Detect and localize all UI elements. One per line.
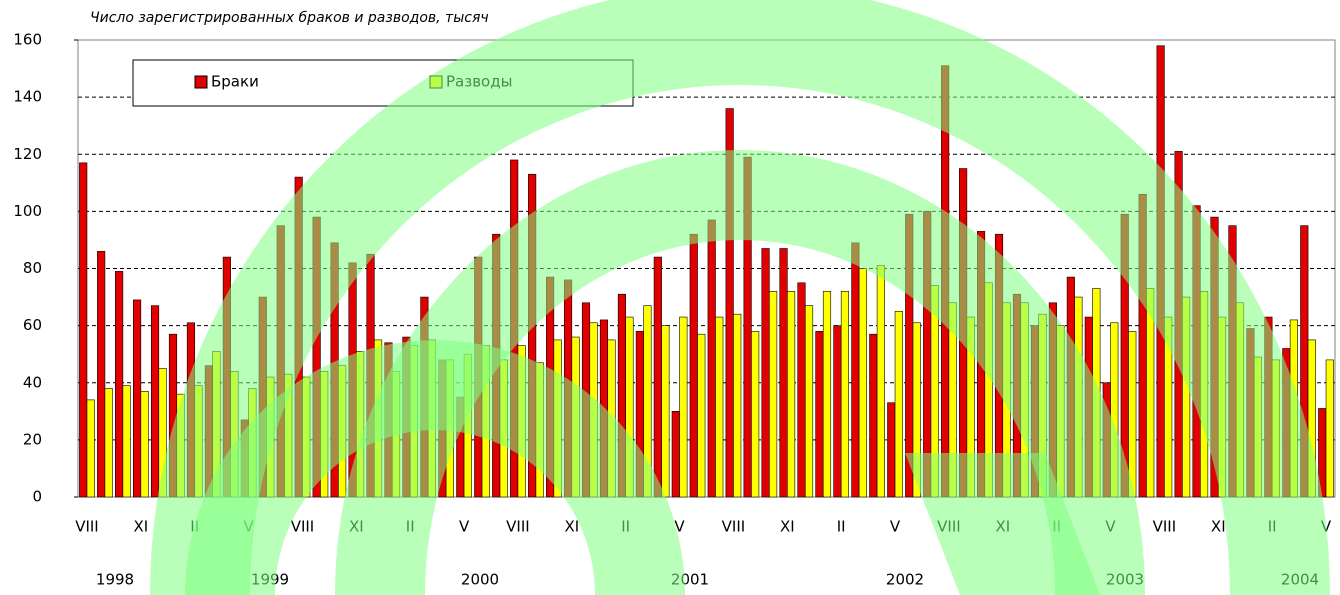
bar (804, 305, 814, 498)
bar (86, 399, 95, 498)
bar (1128, 331, 1137, 498)
bar (858, 268, 867, 498)
y-tick-label: 40 (23, 373, 42, 391)
bar (707, 219, 716, 498)
watermark (905, 453, 1100, 595)
bar (79, 162, 88, 498)
x-tick-label: II (837, 518, 846, 536)
bar (715, 316, 724, 498)
year-label: 2000 (461, 571, 499, 589)
x-tick-label: XI (780, 518, 795, 536)
bar (97, 251, 106, 498)
y-tick-label: 0 (32, 488, 42, 506)
x-tick-label: VIII (1153, 518, 1177, 536)
bar (779, 248, 788, 498)
bar (725, 108, 734, 498)
bar (840, 291, 850, 498)
bar (104, 388, 113, 498)
x-tick-label: VIII (722, 518, 746, 536)
x-tick-label: V (890, 518, 901, 536)
y-tick-label: 20 (23, 430, 42, 448)
bar (894, 311, 903, 498)
bar (697, 333, 706, 498)
bar (133, 299, 142, 498)
y-tick-label: 160 (13, 31, 42, 49)
bar (733, 313, 742, 498)
x-tick-label: VIII (75, 518, 99, 536)
x-tick-label: XI (564, 518, 579, 536)
bar (1325, 359, 1334, 498)
legend-label: Браки (211, 73, 259, 91)
bar (528, 173, 537, 498)
x-tick-label: VIII (506, 518, 530, 536)
y-tick-label: 100 (13, 202, 42, 220)
bar (115, 271, 124, 498)
bar (822, 291, 832, 498)
bar (679, 316, 688, 498)
bar (815, 331, 824, 498)
bar (140, 391, 149, 498)
bar (851, 242, 860, 498)
bar (661, 325, 670, 498)
legend-swatch (194, 75, 208, 89)
bar (797, 282, 806, 498)
watermark (150, 0, 1330, 595)
year-label: 2002 (886, 571, 924, 589)
bar (876, 265, 885, 498)
bar (833, 325, 842, 498)
x-tick-label: V (1321, 518, 1332, 536)
bar (751, 331, 760, 498)
x-tick-label: XI (1211, 518, 1226, 536)
bar (887, 402, 896, 498)
bar (689, 233, 698, 498)
bar (653, 256, 662, 498)
bar (787, 291, 796, 498)
x-tick-label: VIII (291, 518, 315, 536)
bar (912, 322, 921, 498)
year-label: 1998 (96, 571, 134, 589)
bar (122, 385, 131, 498)
y-tick-label: 140 (13, 88, 42, 106)
watermark (185, 340, 685, 595)
y-tick-label: 80 (23, 259, 42, 277)
y-tick-label: 120 (13, 145, 42, 163)
bar (150, 305, 160, 498)
bar (671, 411, 680, 498)
x-tick-label: XI (133, 518, 148, 536)
bar (869, 333, 878, 498)
y-tick-label: 60 (23, 316, 42, 334)
chart-title: Число зарегистрированных браков и развод… (90, 10, 489, 26)
bar (769, 291, 778, 498)
x-tick-label: V (674, 518, 685, 536)
x-tick-label: V (459, 518, 470, 536)
bar (761, 248, 770, 498)
